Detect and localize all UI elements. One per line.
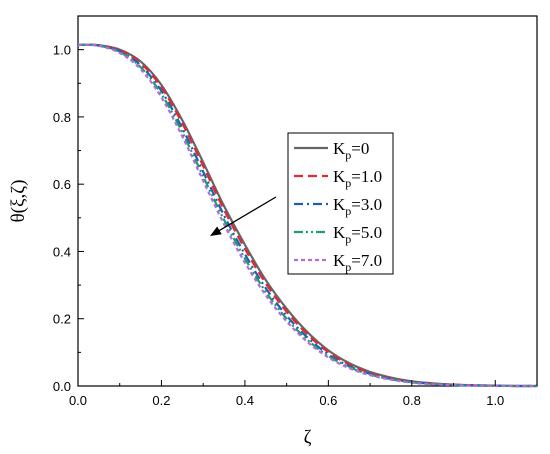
x-tick-label: 0.2	[152, 393, 170, 408]
y-tick-label: 0.2	[53, 312, 71, 327]
legend-label-4: Kp=7.0	[333, 251, 382, 274]
plot-area-border	[77, 15, 538, 387]
y-tick-label: 0.0	[53, 379, 71, 394]
series-line-4	[77, 43, 537, 388]
x-tick-label: 0.6	[319, 393, 337, 408]
legend-label-1: Kp=1.0	[333, 167, 382, 190]
arrow-shaft	[217, 196, 277, 232]
legend: Kp=0 Kp=1.0 Kp=3.0 Kp=5.0 Kp=7.0	[287, 132, 394, 275]
arrow-head	[210, 226, 222, 236]
plot-frame	[77, 15, 538, 387]
ticks: 0.0 0.2 0.4 0.6 0.8 1.0 0.0 0.2 0.4 0.6 0.8 1.0	[53, 15, 538, 408]
x-axis-title: ζ	[304, 427, 312, 448]
x-tick-label: 0.8	[403, 393, 421, 408]
y-tick-label: 1.0	[53, 43, 71, 58]
y-axis-title: θ(ξ,ζ)	[8, 180, 29, 223]
curves	[77, 43, 538, 388]
legend-box	[287, 132, 394, 275]
y-tick-label: 0.4	[53, 244, 71, 259]
annotation	[210, 196, 277, 236]
y-tick-label: 0.6	[53, 177, 71, 192]
x-tick-label: 1.0	[486, 393, 504, 408]
legend-label-0: Kp=0	[333, 139, 369, 162]
x-tick-label: 0.0	[69, 393, 87, 408]
legend-label-3: Kp=5.0	[333, 223, 382, 246]
x-tick-label: 0.4	[236, 393, 254, 408]
y-tick-label: 0.8	[53, 110, 71, 125]
legend-label-2: Kp=3.0	[333, 195, 382, 218]
